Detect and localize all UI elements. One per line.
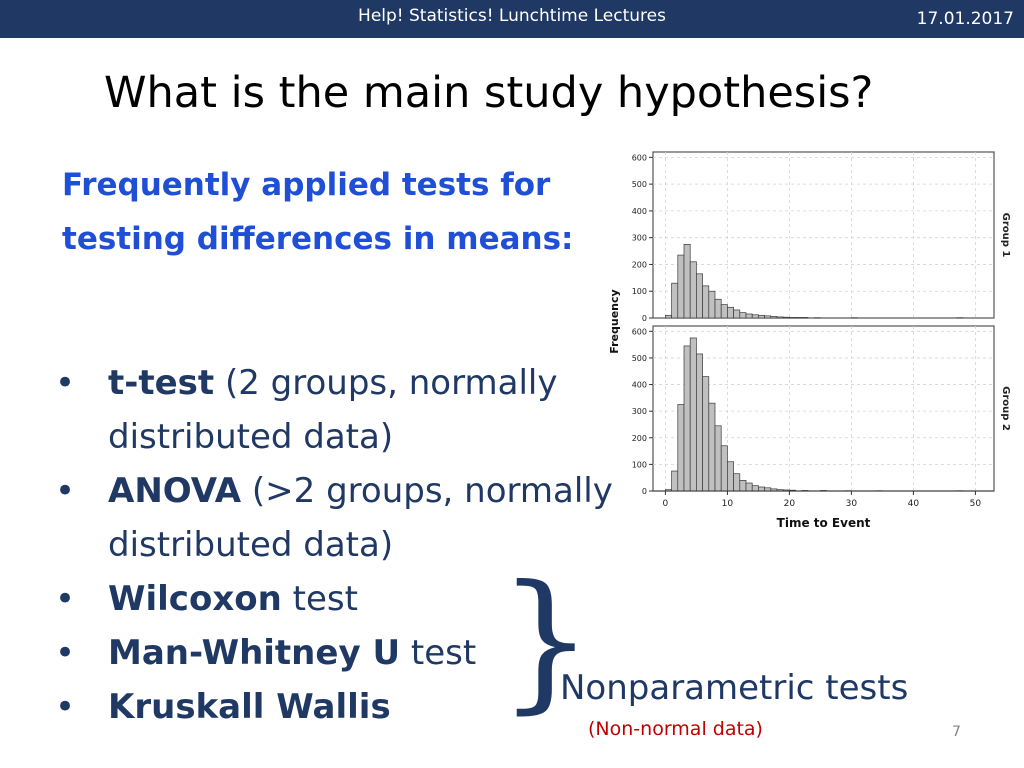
histogram-bar xyxy=(689,261,697,319)
list-item: • Wilcoxon test xyxy=(55,572,615,626)
y-tick-label: 600 xyxy=(632,153,647,162)
x-tick-label: 30 xyxy=(846,499,858,509)
nonparametric-label: Nonparametric tests xyxy=(560,668,909,708)
histogram-bar xyxy=(739,480,747,492)
test-list: • t-test (2 groups, normally distributed … xyxy=(55,356,615,734)
x-axis-title: Time to Event xyxy=(777,516,871,530)
histogram-bar xyxy=(720,304,728,319)
histogram-bar xyxy=(702,376,710,492)
histogram-bar xyxy=(708,402,716,492)
page-number: 7 xyxy=(952,724,961,740)
histogram-bar xyxy=(671,282,679,319)
histogram-bar xyxy=(758,314,765,319)
test-description: test xyxy=(400,633,477,673)
histogram-bar xyxy=(702,285,710,319)
histogram-bar xyxy=(739,312,747,319)
histogram-bar xyxy=(714,298,722,319)
y-tick-label: 500 xyxy=(632,354,647,363)
test-name: Wilcoxon xyxy=(108,579,282,619)
panel-label: Group 2 xyxy=(1000,386,1011,431)
list-item: • Kruskall Wallis xyxy=(55,680,615,734)
histogram-bar xyxy=(801,317,809,319)
x-tick-label: 0 xyxy=(663,499,669,509)
histogram-bar xyxy=(789,317,796,319)
histogram-bar xyxy=(776,316,784,319)
histogram-bar xyxy=(751,485,759,492)
bullet-icon: • xyxy=(55,579,76,619)
histogram-bar xyxy=(665,314,672,319)
header-bar: Help! Statistics! Lunchtime Lectures 17.… xyxy=(0,0,1024,38)
test-name: Kruskall Wallis xyxy=(108,687,391,727)
x-tick-label: 20 xyxy=(784,499,796,509)
slide-subtitle: Frequently applied tests for testing dif… xyxy=(62,158,622,266)
y-tick-label: 100 xyxy=(632,460,647,469)
list-item: • t-test (2 groups, normally distributed … xyxy=(55,356,615,464)
bullet-icon: • xyxy=(55,687,76,727)
histogram-bar xyxy=(677,254,685,319)
y-tick-label: 200 xyxy=(632,434,647,443)
test-name: Man-Whitney U xyxy=(108,633,401,673)
panel-frame xyxy=(652,151,995,319)
slide-date: 17.01.2017 xyxy=(916,9,1014,29)
nonparametric-sublabel: (Non-normal data) xyxy=(588,718,763,740)
histogram-bar xyxy=(683,345,691,492)
histogram-bar xyxy=(727,306,734,319)
subtitle-line-2: testing differences in means: xyxy=(62,221,574,257)
histogram-bar xyxy=(745,313,753,319)
histogram-bar xyxy=(689,337,697,492)
histogram-bar xyxy=(696,273,703,319)
bullet-icon: • xyxy=(55,471,76,511)
curly-brace-icon: } xyxy=(498,554,594,728)
test-description: (2 groups, normally distributed data) xyxy=(108,363,558,457)
subtitle-line-1: Frequently applied tests for xyxy=(62,167,551,203)
test-description: (>2 groups, normally distributed data) xyxy=(108,471,613,565)
y-tick-label: 300 xyxy=(632,234,647,243)
bullet-icon: • xyxy=(55,633,76,673)
test-name: ANOVA xyxy=(108,471,242,511)
histogram-bar xyxy=(696,353,703,492)
y-tick-label: 600 xyxy=(632,327,647,336)
histogram-bar xyxy=(733,473,741,492)
y-tick-label: 0 xyxy=(642,487,647,496)
x-tick-label: 10 xyxy=(722,499,734,509)
y-tick-label: 400 xyxy=(632,381,647,390)
y-tick-label: 300 xyxy=(632,407,647,416)
histogram-bar xyxy=(727,461,734,492)
list-item: • ANOVA (>2 groups, normally distributed … xyxy=(55,464,615,572)
histogram-bar xyxy=(677,404,685,492)
y-tick-label: 500 xyxy=(632,180,647,189)
histogram-bar xyxy=(720,445,728,492)
y-tick-label: 400 xyxy=(632,207,647,216)
panel-label: Group 1 xyxy=(1000,213,1011,258)
histogram-bar xyxy=(782,316,790,319)
histogram-bar xyxy=(770,316,778,319)
histogram-bar xyxy=(795,317,803,319)
histogram-bar xyxy=(671,470,679,492)
slide-title: What is the main study hypothesis? xyxy=(104,68,874,118)
histogram-bar xyxy=(751,314,759,319)
y-tick-label: 0 xyxy=(642,314,647,323)
histogram-bar xyxy=(708,290,716,319)
histogram-bar xyxy=(764,315,772,319)
y-tick-label: 100 xyxy=(632,287,647,296)
test-name: t-test xyxy=(108,363,215,403)
bullet-icon: • xyxy=(55,363,76,403)
histogram-bar xyxy=(758,486,765,492)
histogram-bar xyxy=(683,244,691,319)
y-axis-title: Frequency xyxy=(608,289,621,353)
histogram-bar xyxy=(714,425,722,492)
histogram-bar xyxy=(745,482,753,492)
test-description: test xyxy=(281,579,358,619)
x-tick-label: 40 xyxy=(908,499,920,509)
x-tick-label: 50 xyxy=(970,499,982,509)
lecture-title: Help! Statistics! Lunchtime Lectures xyxy=(358,6,666,26)
list-item: • Man-Whitney U test xyxy=(55,626,615,680)
histogram-bar xyxy=(733,309,741,319)
y-tick-label: 200 xyxy=(632,260,647,269)
